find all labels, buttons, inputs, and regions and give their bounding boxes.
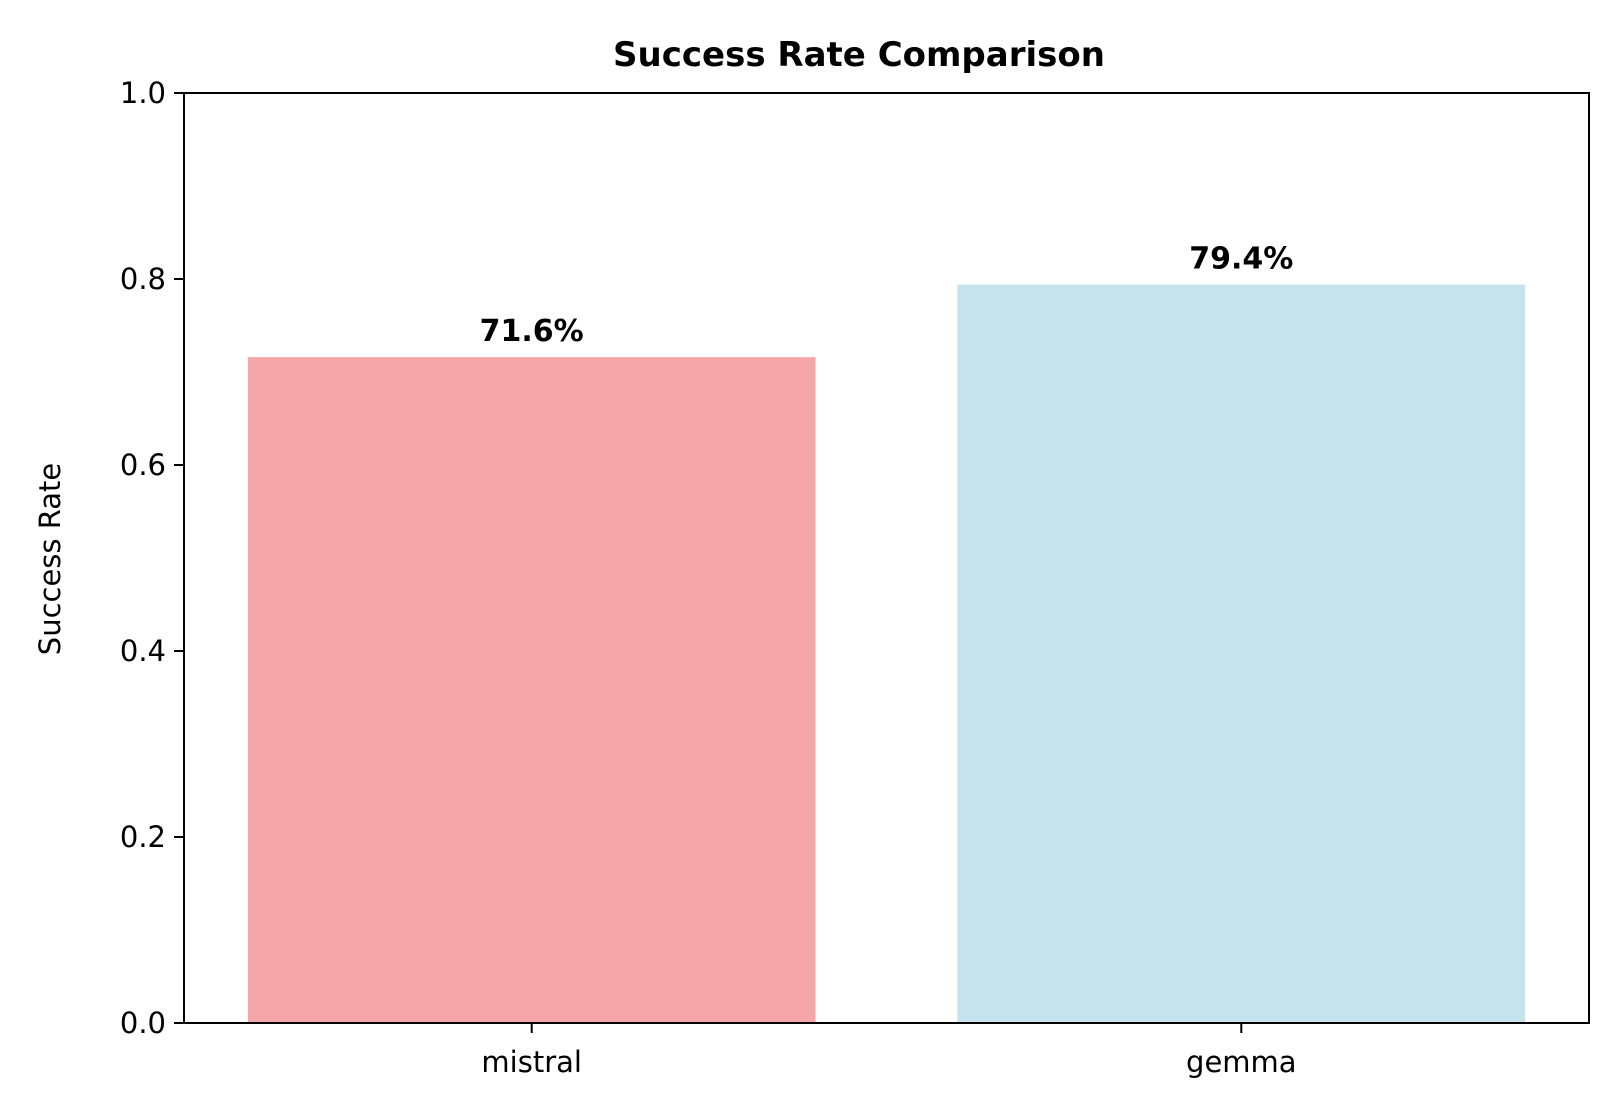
y-axis-label: Success Rate	[33, 463, 67, 655]
bar-mistral	[247, 357, 816, 1023]
plot-frame	[183, 92, 1590, 1024]
y-tick-label: 0.4	[120, 634, 166, 668]
data-label-gemma: 79.4%	[1189, 242, 1293, 277]
data-labels-group: 71.6% 79.4%	[480, 242, 1294, 350]
x-axis-ticks: mistral gemma	[481, 1023, 1297, 1079]
bar-gemma	[957, 284, 1526, 1024]
data-label-mistral: 71.6%	[480, 314, 584, 349]
y-tick-label: 0.6	[120, 448, 166, 482]
y-axis-ticks: 0.0 0.2 0.4 0.6 0.8 1.0	[120, 76, 184, 1040]
y-tick-label: 1.0	[120, 76, 166, 110]
bars-group	[247, 284, 1526, 1024]
y-tick-label: 0.0	[120, 1006, 166, 1040]
y-tick-label: 0.2	[120, 820, 166, 854]
y-tick-label: 0.8	[120, 262, 166, 296]
x-tick-label-mistral: mistral	[481, 1045, 582, 1079]
chart-title: Success Rate Comparison	[613, 35, 1105, 75]
x-tick-label-gemma: gemma	[1186, 1045, 1297, 1079]
